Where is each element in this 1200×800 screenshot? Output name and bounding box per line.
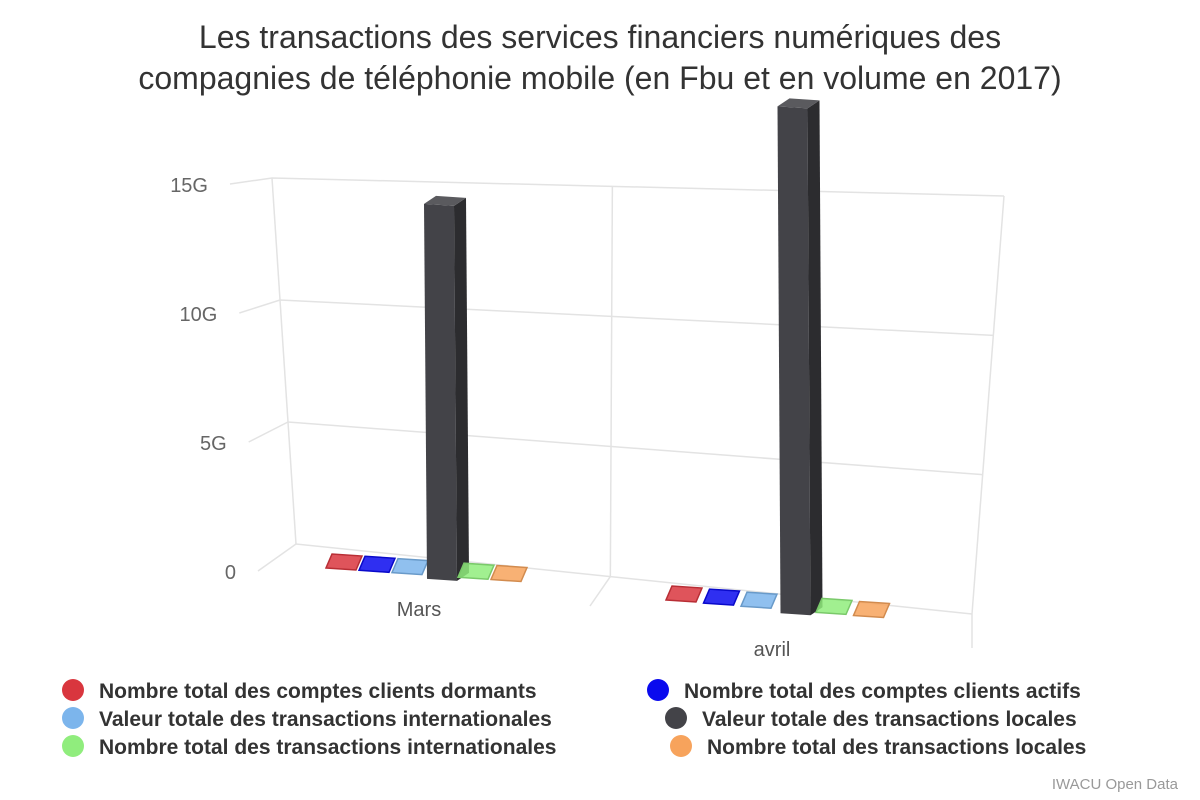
bar[interactable] — [702, 588, 741, 606]
x-tick-label: Mars — [397, 599, 441, 621]
bar[interactable] — [357, 555, 397, 574]
grid-line — [239, 299, 994, 337]
bar-side — [454, 197, 469, 581]
bars — [324, 98, 891, 619]
legend-item[interactable]: Nombre total des comptes clients dormant… — [62, 679, 537, 703]
legend-label: Nombre total des transactions locales — [707, 736, 1086, 759]
legend-marker — [62, 707, 84, 729]
y-tick-label: 15G — [170, 175, 208, 197]
bar[interactable] — [390, 557, 430, 576]
bar[interactable] — [664, 585, 704, 603]
x-axis-categories: Mars avril — [397, 599, 791, 661]
chart-title-line-1: Les transactions des services financiers… — [199, 19, 1001, 55]
grid — [229, 177, 1005, 648]
bar-top — [424, 195, 466, 206]
bar[interactable] — [324, 553, 364, 571]
legend-item[interactable]: Valeur totale des transactions locales — [665, 707, 1077, 731]
y-tick-label: 10G — [180, 304, 218, 326]
bar[interactable] — [739, 591, 779, 609]
legend-marker — [670, 735, 692, 757]
bar[interactable] — [777, 106, 811, 616]
grid-line — [589, 576, 611, 607]
chart-title: Les transactions des services financiers… — [138, 19, 1061, 96]
legend-marker — [665, 707, 687, 729]
legend-label: Nombre total des transactions internatio… — [99, 736, 556, 759]
credit-text[interactable]: IWACU Open Data — [1052, 776, 1179, 793]
legend-marker — [62, 735, 84, 757]
bar[interactable] — [489, 564, 529, 583]
chart-title-line-2: compagnies de téléphonie mobile (en Fbu … — [138, 60, 1061, 96]
legend-label: Valeur totale des transactions internati… — [99, 708, 552, 731]
legend-label: Nombre total des comptes clients dormant… — [99, 680, 537, 703]
grid-line — [609, 186, 614, 577]
y-tick-label: 0 — [225, 562, 236, 584]
legend: Nombre total des comptes clients dormant… — [62, 679, 1086, 759]
bar[interactable] — [424, 203, 457, 581]
bar-top — [777, 98, 820, 109]
grid-line — [229, 177, 1005, 197]
grid-line — [248, 421, 983, 476]
legend-item[interactable]: Nombre total des transactions locales — [670, 735, 1086, 759]
bar[interactable] — [814, 597, 854, 616]
legend-item[interactable]: Nombre total des transactions internatio… — [62, 735, 556, 759]
legend-item[interactable]: Valeur totale des transactions internati… — [62, 707, 552, 731]
bar[interactable] — [852, 600, 891, 619]
legend-label: Valeur totale des transactions locales — [702, 708, 1077, 731]
bar[interactable] — [456, 562, 496, 580]
y-tick-label: 5G — [200, 433, 227, 455]
bar-side — [807, 100, 823, 616]
legend-item[interactable]: Nombre total des comptes clients actifs — [647, 679, 1081, 703]
legend-label: Nombre total des comptes clients actifs — [684, 680, 1081, 703]
y-axis-ticks: 0 5G 10G 15G — [170, 175, 236, 584]
x-tick-label: avril — [754, 639, 791, 661]
legend-marker — [62, 679, 84, 701]
grid-line — [971, 195, 1005, 615]
legend-marker — [647, 679, 669, 701]
grid-line — [271, 177, 297, 545]
